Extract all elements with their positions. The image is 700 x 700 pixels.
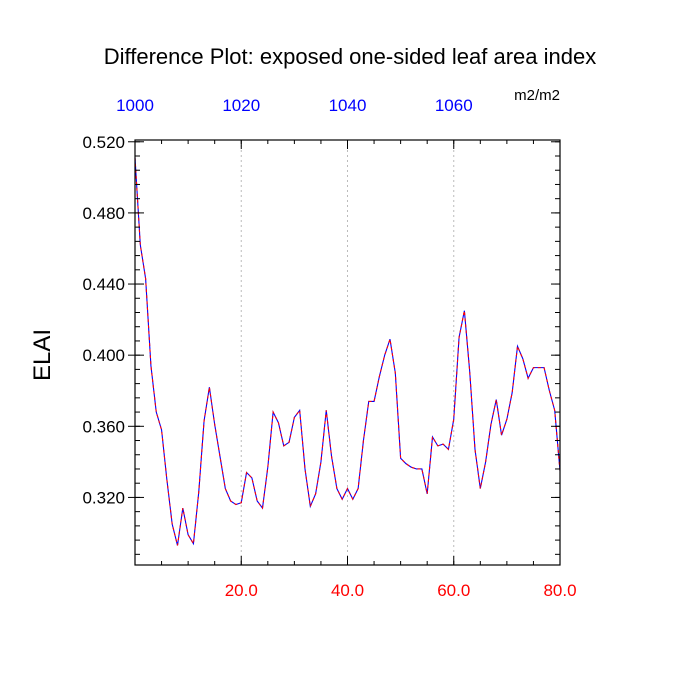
- y-tick-label: 0.320: [82, 488, 125, 507]
- y-axis-ticks: 0.520 0.480 0.440 0.400 0.360 0.320: [82, 133, 560, 555]
- x-tick-label: 60.0: [437, 581, 470, 600]
- top-axis-ticks: 1000 1020 1040 1060: [116, 96, 534, 149]
- y-tick-label: 0.520: [82, 133, 125, 152]
- data-series: [134, 157, 561, 546]
- top-tick-label: 1040: [329, 96, 367, 115]
- x-tick-label: 20.0: [225, 581, 258, 600]
- top-tick-label: 1000: [116, 96, 154, 115]
- x-tick-label: 40.0: [331, 581, 364, 600]
- units-label: m2/m2: [514, 87, 560, 104]
- y-tick-label: 0.360: [82, 417, 125, 436]
- y-tick-label: 0.480: [82, 204, 125, 223]
- chart-title: Difference Plot: exposed one-sided leaf …: [104, 44, 596, 69]
- top-tick-label: 1060: [435, 96, 473, 115]
- top-tick-label: 1020: [222, 96, 260, 115]
- grid-lines: [240, 140, 455, 565]
- y-axis-label: ELAI: [29, 329, 56, 381]
- x-tick-label: 80.0: [543, 581, 576, 600]
- y-tick-label: 0.400: [82, 346, 125, 365]
- x-axis-ticks: 20.0 40.0 60.0 80.0: [161, 556, 577, 600]
- y-tick-label: 0.440: [82, 275, 125, 294]
- series-line-red-dashed: [134, 157, 561, 546]
